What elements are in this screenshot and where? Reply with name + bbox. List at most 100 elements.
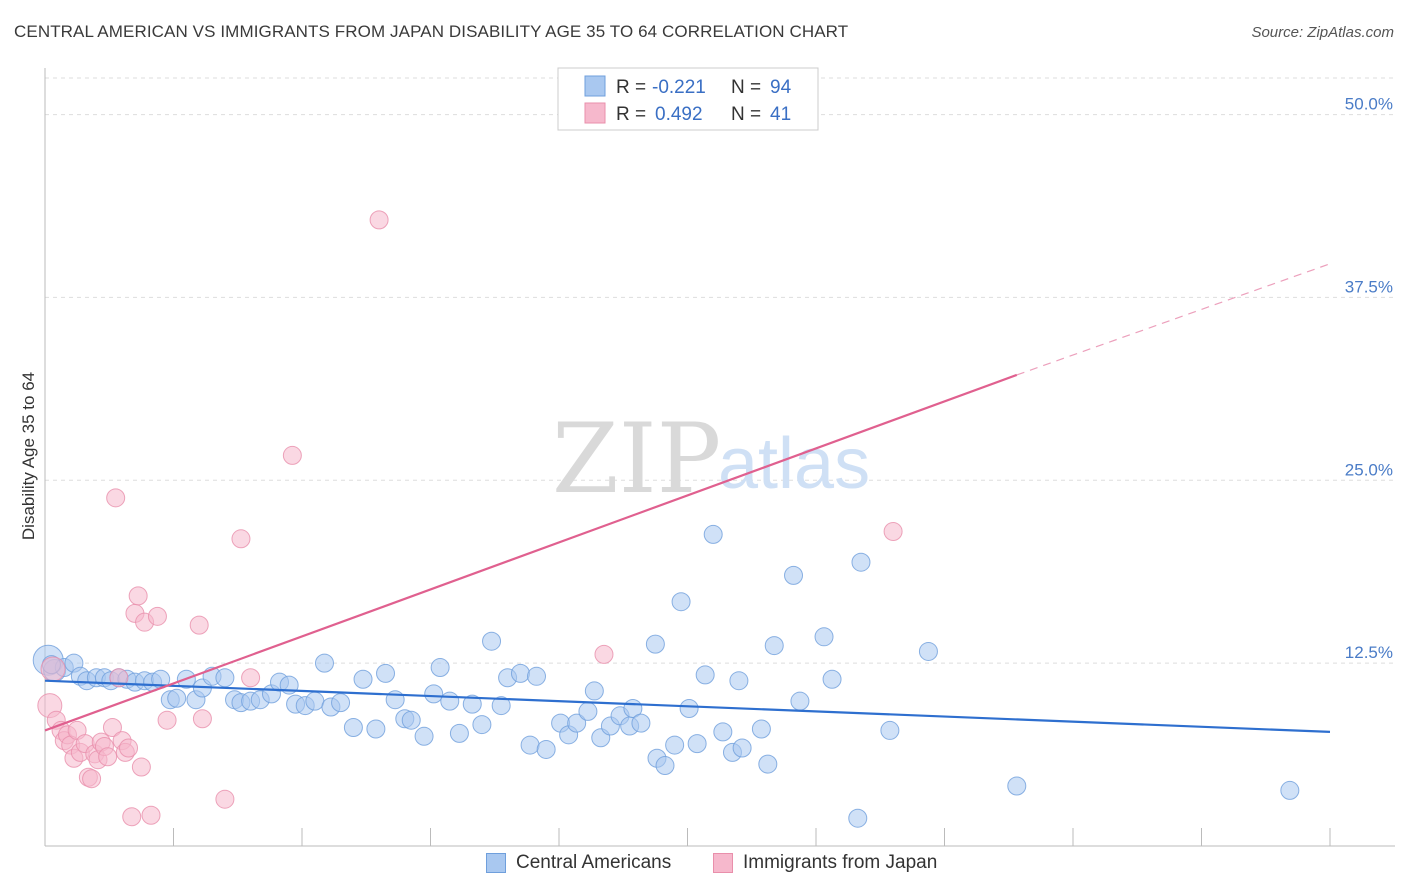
data-point	[131, 757, 151, 777]
data-point	[703, 524, 723, 544]
data-point	[414, 726, 434, 746]
data-point	[665, 735, 685, 755]
data-point	[98, 747, 118, 767]
legend-n-label-1: N =	[731, 77, 761, 98]
data-point	[430, 658, 450, 678]
data-point	[1007, 776, 1027, 796]
bottom-legend-swatch-blue	[486, 853, 506, 873]
trend-line-central-americans	[44, 679, 1331, 733]
bottom-legend-item-immigrants-from-japan: Immigrants from Japan	[713, 852, 937, 874]
data-point	[790, 691, 810, 711]
y-tick-label: 50.0%	[1345, 95, 1393, 114]
y-axis-label: Disability Age 35 to 64	[19, 372, 38, 540]
data-point	[472, 715, 492, 735]
data-point	[732, 738, 752, 758]
data-point	[462, 694, 482, 714]
legend-r-label-1: R =	[616, 77, 646, 98]
data-point	[331, 693, 351, 713]
trend-lines	[44, 263, 1331, 733]
data-point	[192, 709, 212, 729]
data-point	[578, 701, 598, 721]
data-point	[376, 663, 396, 683]
data-point	[883, 521, 903, 541]
data-point	[751, 719, 771, 739]
data-point	[215, 789, 235, 809]
data-point	[167, 688, 187, 708]
data-point	[106, 488, 126, 508]
data-point	[401, 710, 421, 730]
trend-line-extension	[1016, 263, 1331, 376]
data-point	[369, 210, 389, 230]
data-point	[491, 696, 511, 716]
data-point	[814, 627, 834, 647]
y-tick-labels: 12.5% 25.0% 37.5% 50.0%	[1345, 95, 1393, 663]
data-point	[631, 713, 651, 733]
y-tick-label: 25.0%	[1345, 460, 1393, 479]
data-point	[655, 756, 675, 776]
data-point	[713, 722, 733, 742]
data-point	[695, 665, 715, 685]
data-point	[687, 734, 707, 754]
scatter-chart: ZIP atlas 12.5%25.0%37.5%50.0% 0.0%80.0%…	[19, 67, 1395, 847]
data-point	[366, 719, 386, 739]
bottom-legend-item-central-americans: Central Americans	[486, 852, 671, 874]
data-point	[122, 807, 142, 827]
data-point	[424, 684, 444, 704]
series-central-americans	[32, 524, 1300, 828]
legend-swatch-pink	[584, 102, 606, 124]
data-point	[567, 713, 587, 733]
data-point	[147, 606, 167, 626]
source-label: Source: ZipAtlas.com	[1251, 24, 1394, 41]
data-point	[822, 669, 842, 689]
legend-r-value-1: -0.221	[652, 77, 706, 98]
data-point	[314, 653, 334, 673]
y-tick-label: 37.5%	[1345, 277, 1393, 296]
data-point	[440, 691, 460, 711]
data-point	[305, 691, 325, 711]
legend-box: R = -0.221 N = 94 R = 0.492 N = 41	[557, 67, 819, 131]
data-point	[343, 718, 363, 738]
gridlines	[45, 77, 1395, 664]
legend-n-value-2: 41	[770, 104, 791, 125]
data-point	[482, 631, 502, 651]
data-point	[679, 698, 699, 718]
data-point	[353, 669, 373, 689]
chart-title: CENTRAL AMERICAN VS IMMIGRANTS FROM JAPA…	[14, 22, 849, 41]
bottom-legend-swatch-pink	[713, 853, 733, 873]
data-point	[520, 735, 540, 755]
data-point	[851, 552, 871, 572]
data-point	[527, 666, 547, 686]
data-point	[82, 769, 102, 789]
data-point	[918, 641, 938, 661]
bottom-legend-label-1: Central Americans	[516, 852, 672, 873]
data-point	[119, 738, 139, 758]
data-point	[784, 565, 804, 585]
legend-n-label-2: N =	[731, 104, 761, 125]
data-point	[729, 671, 749, 691]
bottom-legend-label-2: Immigrants from Japan	[743, 852, 938, 873]
data-point	[758, 754, 778, 774]
legend-n-value-1: 94	[770, 77, 792, 98]
data-point	[584, 681, 604, 701]
data-point	[510, 663, 530, 683]
data-point	[282, 445, 302, 465]
data-point	[231, 529, 251, 549]
data-point	[128, 586, 148, 606]
trend-line-immigrants-from-japan	[44, 373, 1018, 732]
data-point	[141, 805, 161, 825]
data-point	[764, 636, 784, 656]
data-point	[1280, 780, 1300, 800]
y-tick-label: 12.5%	[1345, 643, 1393, 662]
watermark: ZIP atlas	[552, 403, 870, 515]
data-point	[645, 634, 665, 654]
watermark-zip: ZIP	[552, 403, 721, 515]
legend-r-value-2: 0.492	[655, 104, 703, 125]
data-point	[215, 668, 235, 688]
series-immigrants-from-japan	[37, 210, 903, 827]
data-point	[848, 808, 868, 828]
data-point	[671, 592, 691, 612]
data-point	[40, 656, 66, 682]
data-point	[109, 668, 129, 688]
data-point	[880, 720, 900, 740]
data-point	[449, 723, 469, 743]
